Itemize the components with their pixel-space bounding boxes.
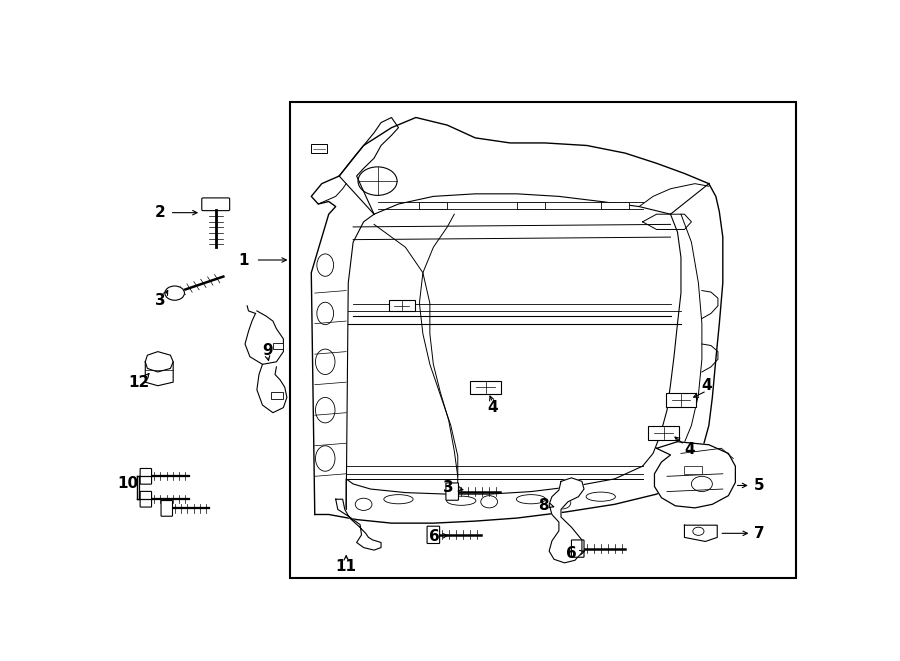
Text: 11: 11	[336, 559, 356, 574]
Text: 8: 8	[538, 498, 549, 514]
Bar	[390, 300, 415, 311]
Text: 5: 5	[754, 478, 764, 493]
Polygon shape	[145, 352, 173, 372]
Bar	[517, 202, 544, 209]
FancyBboxPatch shape	[161, 500, 173, 516]
Text: 2: 2	[155, 205, 166, 220]
Text: 4: 4	[685, 442, 696, 457]
Bar	[648, 426, 679, 440]
Polygon shape	[654, 442, 735, 508]
Circle shape	[165, 286, 184, 300]
FancyBboxPatch shape	[428, 526, 439, 543]
Bar	[419, 202, 447, 209]
Text: 12: 12	[129, 375, 149, 389]
Text: 6: 6	[429, 529, 440, 544]
FancyBboxPatch shape	[202, 198, 230, 211]
Text: 3: 3	[155, 293, 166, 308]
Text: 7: 7	[754, 525, 764, 541]
Text: 6: 6	[566, 546, 577, 561]
Bar	[273, 343, 284, 349]
Text: 1: 1	[238, 253, 249, 268]
FancyBboxPatch shape	[140, 491, 151, 507]
Bar	[311, 144, 327, 153]
Bar	[684, 466, 702, 474]
FancyBboxPatch shape	[572, 540, 584, 557]
Bar	[666, 393, 697, 407]
Polygon shape	[336, 499, 381, 550]
Text: 4: 4	[487, 400, 498, 415]
FancyBboxPatch shape	[140, 469, 151, 484]
Polygon shape	[684, 525, 717, 541]
Bar	[271, 392, 284, 399]
Text: 9: 9	[262, 342, 273, 358]
Text: 3: 3	[444, 480, 454, 495]
Bar	[471, 381, 501, 394]
Bar	[601, 202, 628, 209]
Text: 10: 10	[117, 477, 139, 491]
Polygon shape	[549, 478, 584, 563]
Text: 4: 4	[701, 378, 712, 393]
FancyBboxPatch shape	[446, 483, 458, 500]
Bar	[291, 102, 796, 578]
